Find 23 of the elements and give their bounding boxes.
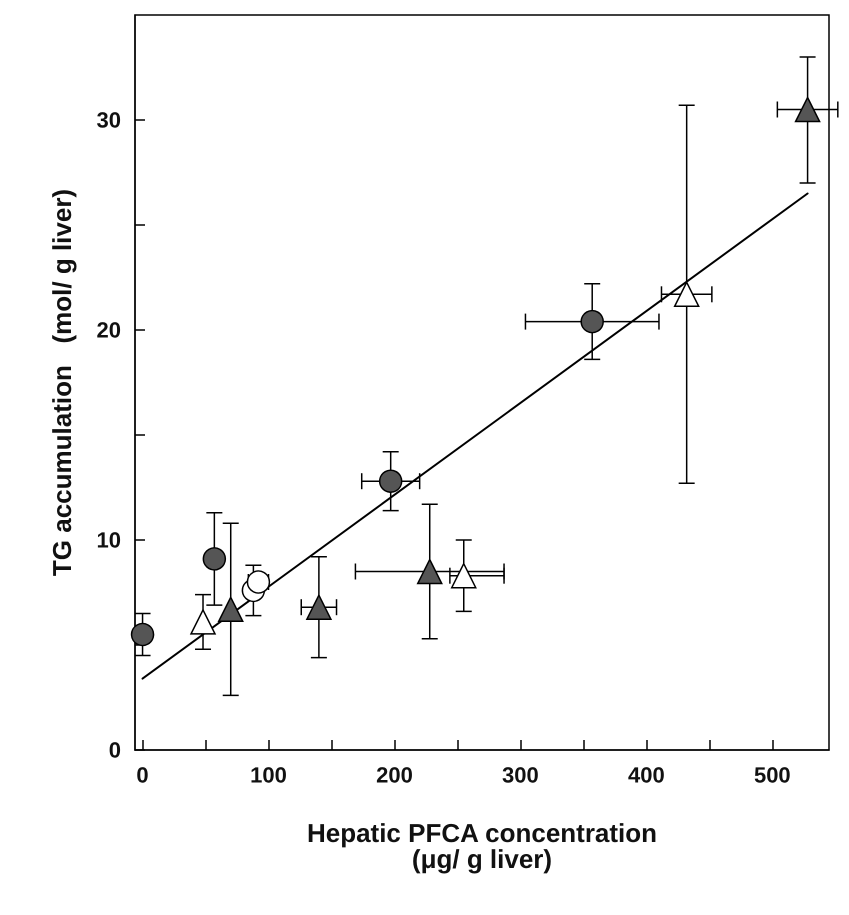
point [580, 310, 604, 334]
x-tick-label: 200 [376, 762, 413, 788]
point [416, 558, 442, 584]
point [202, 547, 226, 571]
y-tick-label: 0 [108, 738, 121, 762]
y-tick-label: 30 [96, 108, 121, 132]
y-tick-label: 20 [96, 318, 121, 342]
y-axis-title: TG accumulation (mol/ g liver) [47, 188, 77, 576]
point [306, 594, 332, 620]
x-tick-label: 100 [250, 762, 287, 788]
point [674, 282, 700, 308]
point [450, 562, 476, 588]
y-tick-label: 10 [96, 528, 121, 552]
x-tick-label: 0 [136, 762, 149, 788]
point [794, 96, 820, 122]
point [378, 469, 402, 493]
point [218, 596, 244, 622]
point [190, 609, 216, 635]
x-tick-label: 300 [502, 762, 539, 788]
x-axis-title: Hepatic PFCA concentration (μg/ g liver) [306, 818, 658, 874]
x-tick-label: 500 [754, 762, 791, 788]
x-tick-label: 400 [628, 762, 665, 788]
point [130, 622, 154, 646]
